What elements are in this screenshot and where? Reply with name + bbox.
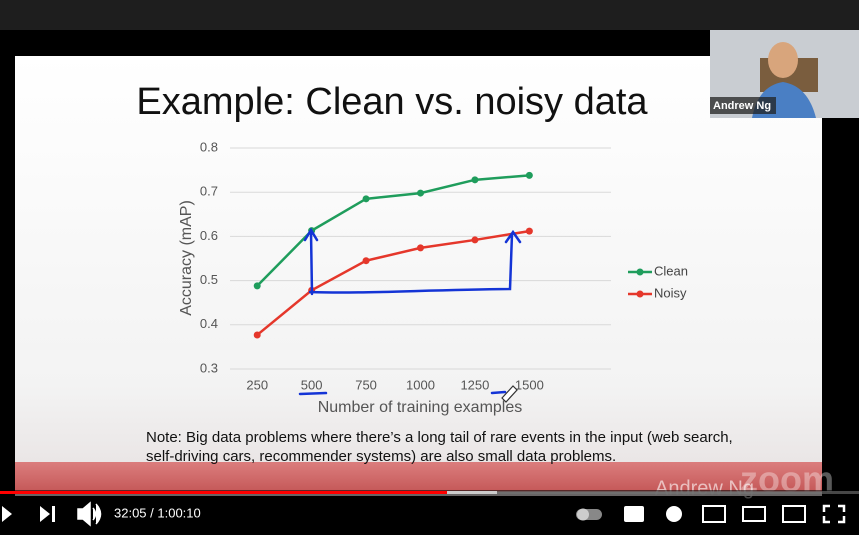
data-point <box>525 227 533 235</box>
x-tick-label: 250 <box>246 377 268 392</box>
series-line <box>256 229 530 336</box>
chart: 0.3 0.4 0.5 0.6 0.7 0.8 250 500 750 1000 1250 1500 N… <box>178 139 688 416</box>
fullscreen-button[interactable] <box>822 504 846 524</box>
data-point <box>362 257 370 265</box>
annotation <box>298 227 522 396</box>
x-tick-label: 500 <box>301 377 323 392</box>
data-point <box>417 189 424 197</box>
progress-played <box>0 491 447 494</box>
play-button[interactable] <box>2 506 12 522</box>
subtitles-button[interactable] <box>624 506 644 522</box>
autoplay-knob <box>577 508 589 521</box>
controls-bg <box>0 490 859 535</box>
y-tick-label: 0.6 <box>200 228 218 243</box>
cast-button[interactable] <box>782 505 806 523</box>
slide <box>15 56 822 496</box>
y-tick-label: 0.7 <box>200 184 218 199</box>
x-tick-label: 1000 <box>406 377 435 392</box>
time-display: 32:05 / 1:00:10 <box>114 505 201 520</box>
legend-marker <box>636 290 644 298</box>
participant-name: Andrew Ng <box>713 100 771 112</box>
slide-note: Note: Big data problems where there’s a … <box>146 429 733 465</box>
slide-border <box>15 30 822 56</box>
y-tick-label: 0.8 <box>200 139 218 154</box>
legend-label: Noisy <box>654 285 687 300</box>
y-axis-label: Accuracy (mAP) <box>178 200 195 316</box>
data-point <box>417 244 424 252</box>
slide-title: Example: Clean vs. noisy data <box>136 81 648 123</box>
x-tick-label: 750 <box>355 377 377 392</box>
y-tick-label: 0.5 <box>200 272 218 287</box>
x-tick-label: 1500 <box>515 377 544 392</box>
theater-button[interactable] <box>742 506 766 522</box>
face <box>768 42 798 78</box>
volume-button[interactable] <box>77 501 102 527</box>
miniplayer-button[interactable] <box>702 505 726 523</box>
pen-cursor <box>501 385 518 403</box>
participant-label-bg <box>710 97 776 114</box>
data-point <box>253 282 261 290</box>
x-axis-label: Number of training examples <box>318 399 523 416</box>
data-point <box>362 195 370 203</box>
data-point <box>525 171 533 179</box>
slide-footer-overlay <box>15 462 822 492</box>
next-button[interactable] <box>40 506 55 522</box>
legend-marker <box>636 268 644 276</box>
legend-label: Clean <box>654 263 688 278</box>
series-line <box>256 174 530 287</box>
y-tick-label: 0.4 <box>200 316 218 331</box>
data-point <box>471 176 479 184</box>
progress-buffered <box>447 491 497 494</box>
data-point <box>471 236 479 244</box>
top-bar <box>0 0 859 30</box>
settings-button[interactable] <box>666 506 682 522</box>
x-tick-label: 1250 <box>460 377 489 392</box>
y-tick-label: 0.3 <box>200 360 218 375</box>
data-point <box>253 331 261 339</box>
